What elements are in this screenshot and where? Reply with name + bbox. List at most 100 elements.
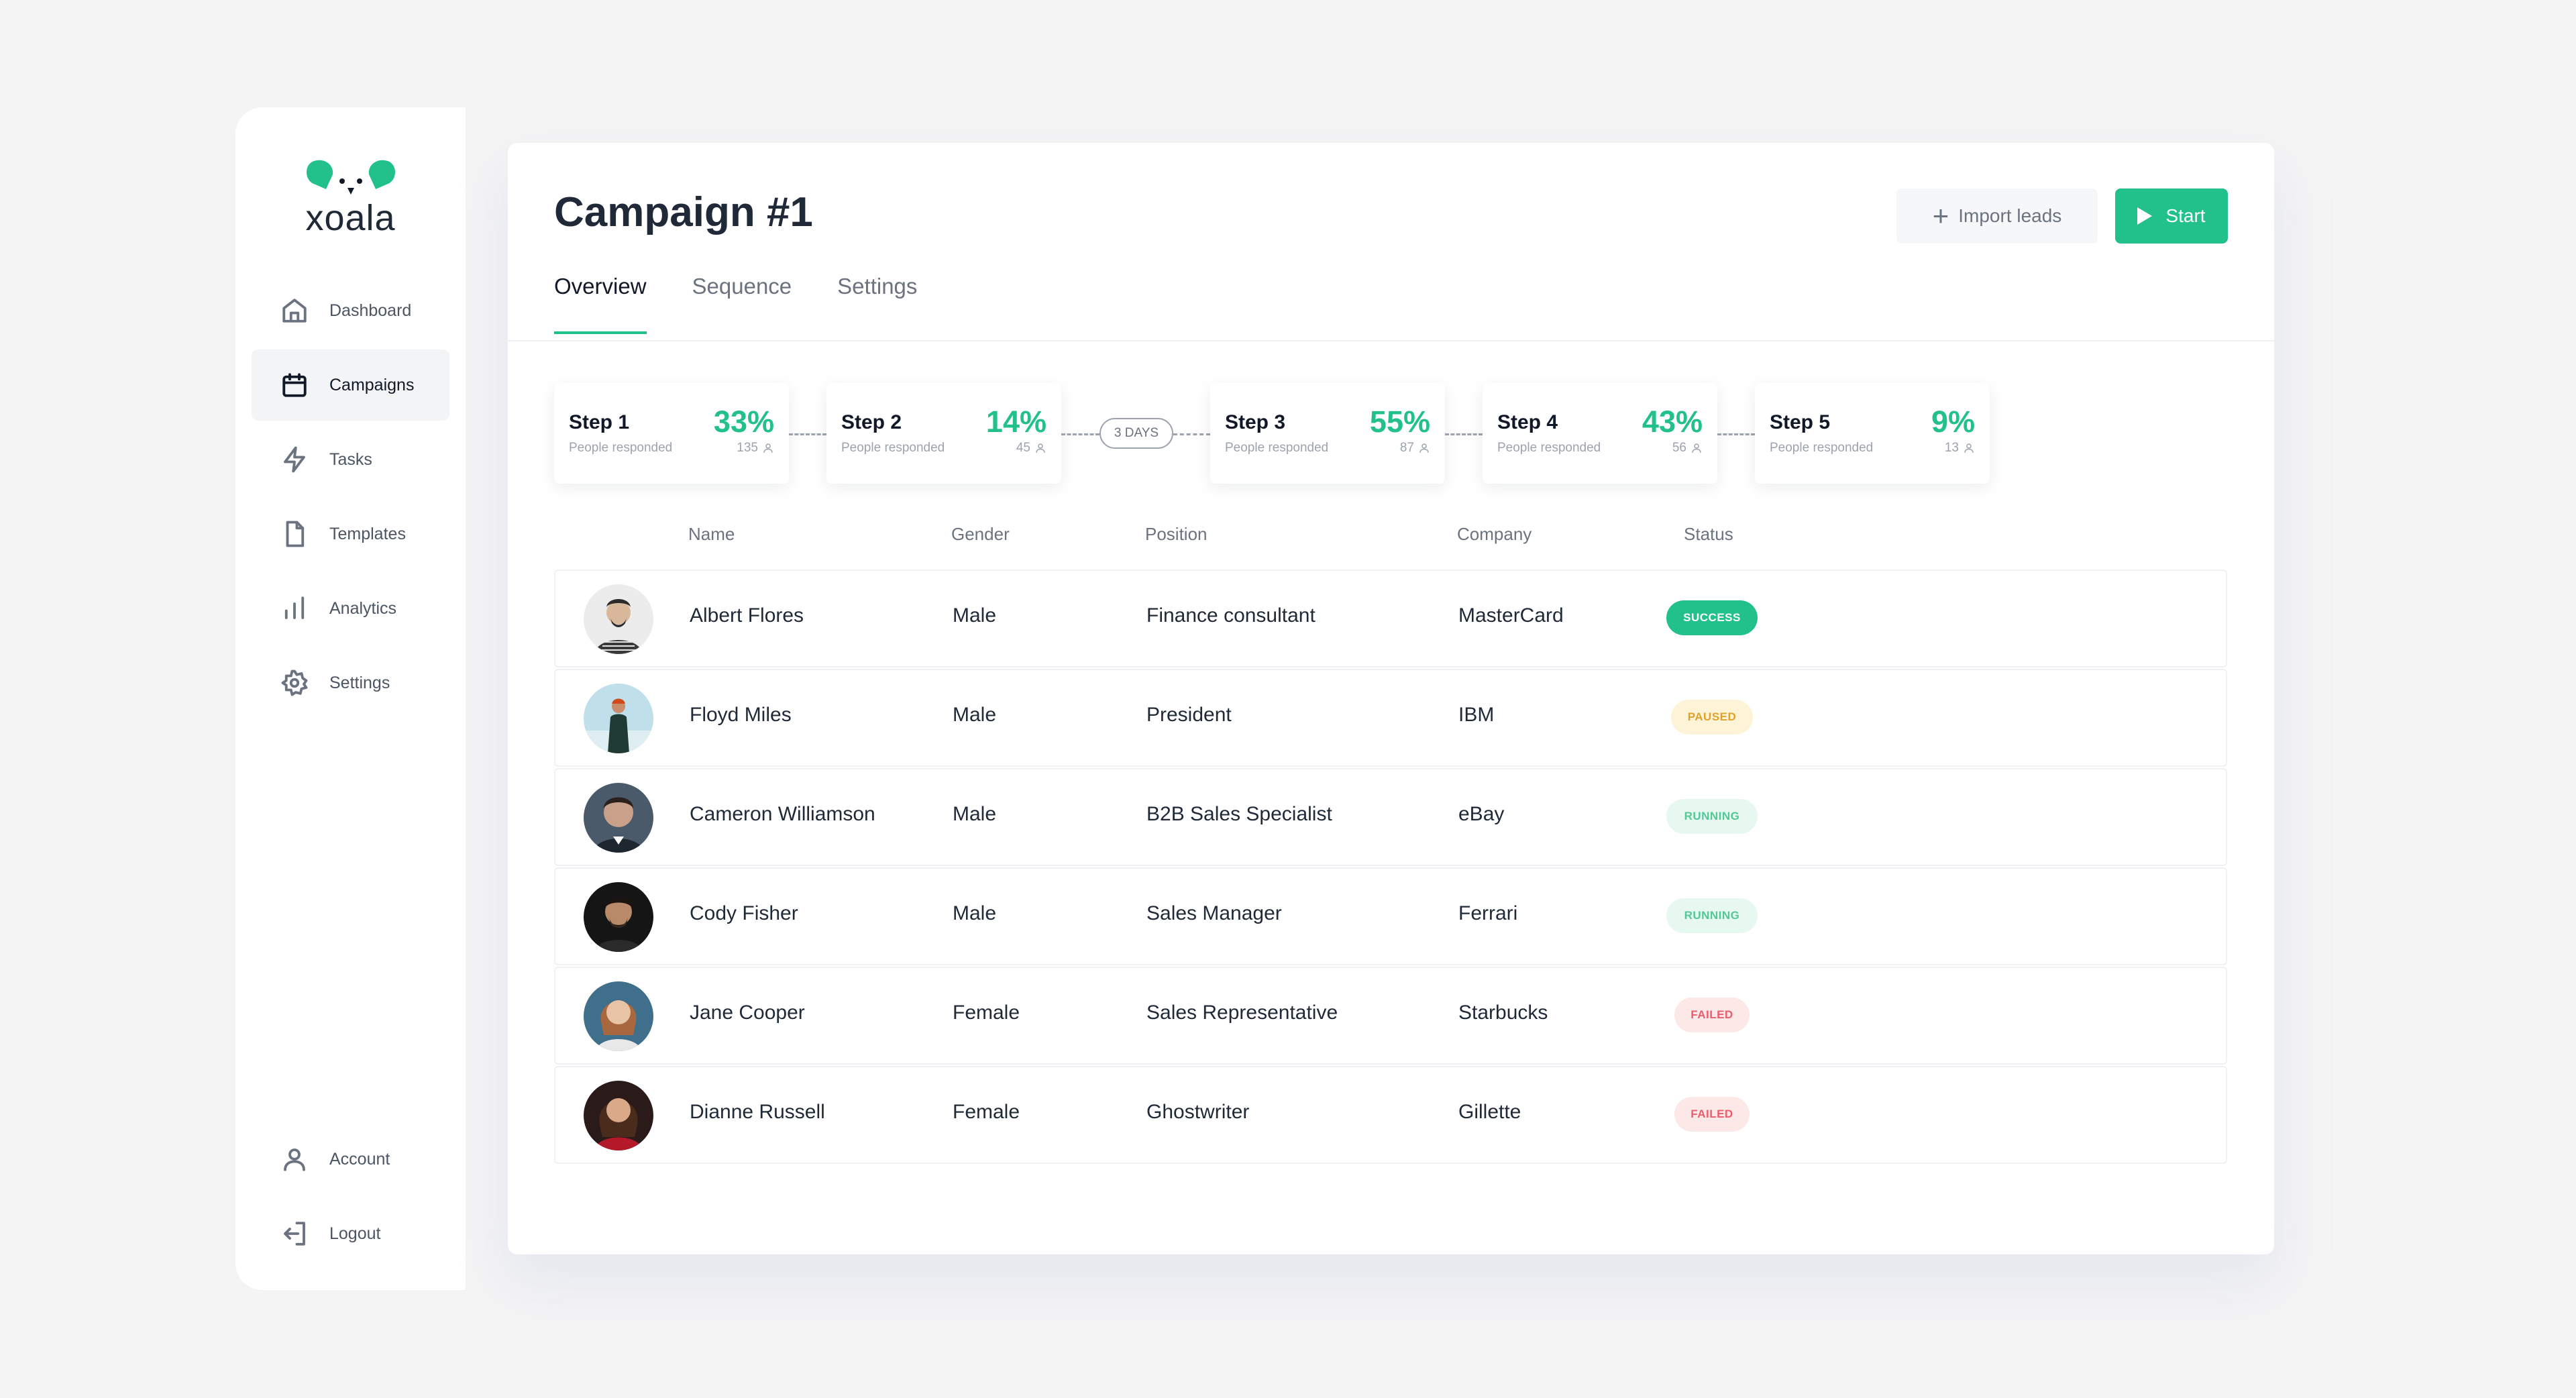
status-badge: PAUSED xyxy=(1671,700,1753,735)
table-row[interactable]: Jane Cooper Female Sales Representative … xyxy=(554,967,2227,1065)
status-badge: RUNNING xyxy=(1666,799,1758,834)
table-row[interactable]: Floyd Miles Male President IBM PAUSED xyxy=(554,669,2227,767)
step-card[interactable]: Step 2 People responded 14% 45 xyxy=(826,383,1061,484)
step-card[interactable]: Step 4 People responded 43% 56 xyxy=(1483,383,1717,484)
step-count-value: 45 xyxy=(1016,441,1030,455)
sidebar-item-account[interactable]: Account xyxy=(252,1124,449,1195)
sidebar-item-analytics[interactable]: Analytics xyxy=(252,573,449,644)
column-header-name[interactable]: Name xyxy=(688,524,735,544)
table-row[interactable]: Dianne Russell Female Ghostwriter Gillet… xyxy=(554,1066,2227,1164)
import-leads-button[interactable]: + Import leads xyxy=(1896,189,2098,244)
sidebar-item-label: Templates xyxy=(329,524,406,543)
leads-table: Albert Flores Male Finance consultant Ma… xyxy=(554,570,2227,1165)
person-icon xyxy=(1419,443,1429,453)
step-percent: 14% xyxy=(985,405,1046,439)
avatar xyxy=(584,981,653,1051)
import-leads-label: Import leads xyxy=(1958,205,2062,226)
document-icon xyxy=(280,519,309,549)
step-count: 45 xyxy=(1016,441,1046,455)
avatar xyxy=(584,584,653,654)
lead-company: Ferrari xyxy=(1458,902,1518,924)
step-card[interactable]: Step 1 People responded 33% 135 xyxy=(554,383,789,484)
column-header-gender[interactable]: Gender xyxy=(951,524,1010,544)
sidebar-item-label: Settings xyxy=(329,673,390,692)
lead-company: Gillette xyxy=(1458,1101,1521,1123)
lead-position: Finance consultant xyxy=(1146,604,1316,627)
step-count: 13 xyxy=(1945,441,1975,455)
sequence-steps: Step 1 People responded 33% 135 Step 2 P… xyxy=(554,383,2097,484)
lead-gender: Female xyxy=(953,1002,1020,1024)
step-percent: 9% xyxy=(1931,405,1975,439)
sidebar-item-tasks[interactable]: Tasks xyxy=(252,424,449,495)
column-header-position[interactable]: Position xyxy=(1145,524,1208,544)
lead-company: eBay xyxy=(1458,803,1505,825)
step-subtitle: People responded xyxy=(1497,441,1601,455)
step-count: 87 xyxy=(1400,441,1430,455)
step-percent: 33% xyxy=(713,405,774,439)
tab-bar: Overview Sequence Settings xyxy=(554,274,963,334)
start-button[interactable]: Start xyxy=(2115,189,2228,244)
lead-name: Floyd Miles xyxy=(690,704,792,726)
lead-position: Sales Manager xyxy=(1146,902,1282,924)
column-header-status[interactable]: Status xyxy=(1684,524,1733,544)
lead-company: IBM xyxy=(1458,704,1495,726)
lead-company: Starbucks xyxy=(1458,1002,1548,1024)
table-row[interactable]: Cody Fisher Male Sales Manager Ferrari R… xyxy=(554,867,2227,965)
step-subtitle: People responded xyxy=(1770,441,1874,455)
step-title: Step 5 xyxy=(1770,411,1831,433)
table-row[interactable]: Albert Flores Male Finance consultant Ma… xyxy=(554,570,2227,667)
step-title: Step 1 xyxy=(569,411,630,433)
step-title: Step 3 xyxy=(1225,411,1286,433)
step-card[interactable]: Step 3 People responded 55% 87 xyxy=(1210,383,1445,484)
sidebar-item-label: Account xyxy=(329,1149,390,1169)
sidebar-item-campaigns[interactable]: Campaigns xyxy=(252,350,449,421)
step-subtitle: People responded xyxy=(841,441,945,455)
sidebar-item-templates[interactable]: Templates xyxy=(252,498,449,570)
person-icon xyxy=(1036,443,1045,453)
logout-icon xyxy=(280,1219,309,1248)
step-card[interactable]: Step 5 People responded 9% 13 xyxy=(1755,383,1990,484)
sidebar-item-settings[interactable]: Settings xyxy=(252,647,449,718)
step-count-value: 135 xyxy=(737,441,758,455)
page-title: Campaign #1 xyxy=(554,189,813,235)
avatar xyxy=(584,783,653,853)
lead-gender: Male xyxy=(953,604,997,627)
step-subtitle: People responded xyxy=(1225,441,1329,455)
table-row[interactable]: Cameron Williamson Male B2B Sales Specia… xyxy=(554,768,2227,866)
sidebar-item-label: Logout xyxy=(329,1224,381,1243)
status-badge: RUNNING xyxy=(1666,898,1758,933)
sidebar-item-label: Campaigns xyxy=(329,375,415,394)
tab-settings[interactable]: Settings xyxy=(837,274,918,299)
step-connector xyxy=(1445,433,1483,435)
sidebar-item-label: Tasks xyxy=(329,449,372,469)
step-percent: 43% xyxy=(1642,405,1703,439)
bar-chart-icon xyxy=(280,594,309,623)
step-connector xyxy=(1061,433,1099,435)
koala-logo-icon xyxy=(306,160,395,195)
avatar xyxy=(584,1081,653,1150)
avatar xyxy=(584,882,653,952)
delay-badge[interactable]: 3 DAYS xyxy=(1099,418,1173,449)
step-connector xyxy=(1173,433,1210,435)
main-panel: Campaign #1 + Import leads Start Overvie… xyxy=(508,143,2274,1254)
step-title: Step 4 xyxy=(1497,411,1558,433)
column-header-company[interactable]: Company xyxy=(1457,524,1532,544)
tab-overview[interactable]: Overview xyxy=(554,274,647,334)
sidebar-item-logout[interactable]: Logout xyxy=(252,1198,449,1269)
lead-position: B2B Sales Specialist xyxy=(1146,803,1332,825)
logo[interactable]: xoala xyxy=(235,154,466,248)
start-label: Start xyxy=(2165,205,2206,226)
sidebar-item-label: Dashboard xyxy=(329,301,412,320)
sidebar-bottom-nav: Account Logout xyxy=(252,1124,449,1273)
step-count: 56 xyxy=(1672,441,1703,455)
lead-name: Cody Fisher xyxy=(690,902,798,924)
lead-gender: Female xyxy=(953,1101,1020,1123)
sidebar: xoala Dashboard Campaigns Tasks Template… xyxy=(235,107,466,1290)
step-count-value: 87 xyxy=(1399,441,1414,455)
person-icon xyxy=(763,443,773,453)
tab-sequence[interactable]: Sequence xyxy=(692,274,792,299)
step-percent: 55% xyxy=(1369,405,1430,439)
sidebar-item-dashboard[interactable]: Dashboard xyxy=(252,275,449,346)
lead-name: Cameron Williamson xyxy=(690,803,875,825)
lead-position: Ghostwriter xyxy=(1146,1101,1250,1123)
